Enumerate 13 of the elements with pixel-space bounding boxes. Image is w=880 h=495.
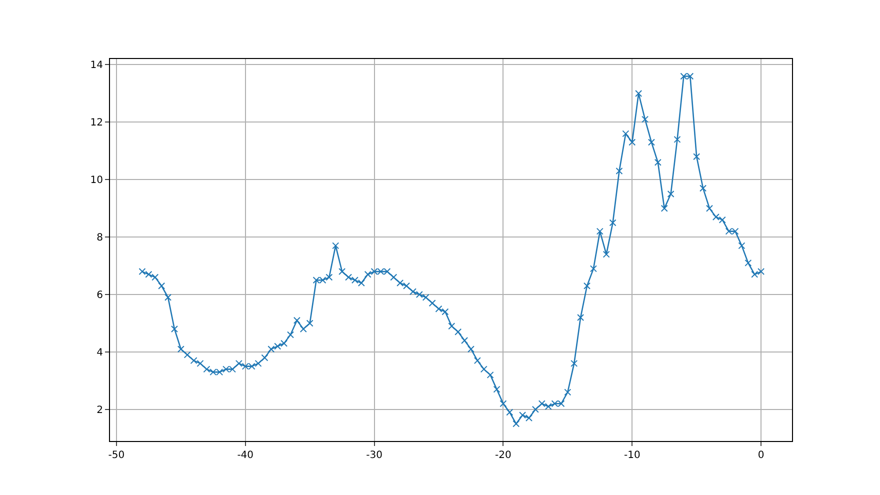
x-tick-label: -30	[366, 450, 382, 461]
y-tick-label: 2	[96, 404, 103, 416]
y-tick-label: 10	[90, 175, 103, 186]
y-tick-label: 4	[96, 347, 103, 358]
x-tick-label: 0	[758, 450, 764, 461]
y-tick-label: 14	[90, 60, 103, 72]
x-tick-label: -20	[495, 450, 512, 461]
x-tick-label: -40	[237, 450, 254, 461]
x-tick-label: -10	[624, 450, 640, 461]
y-tick-label: 12	[90, 118, 103, 129]
x-tick-label: -50	[108, 450, 125, 461]
y-tick-label: 8	[96, 232, 103, 244]
y-tick-label: 6	[96, 290, 103, 302]
